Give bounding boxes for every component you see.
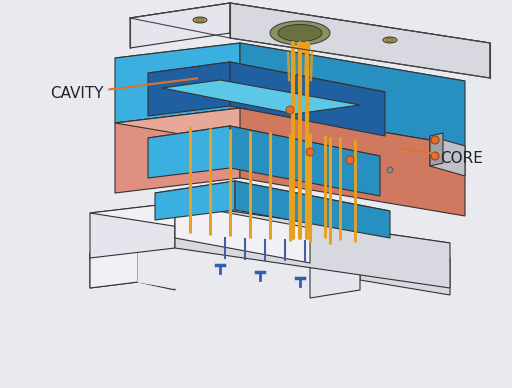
Polygon shape [90, 203, 450, 256]
Polygon shape [175, 203, 310, 263]
Polygon shape [130, 3, 490, 58]
Polygon shape [155, 181, 235, 220]
Text: CORE: CORE [403, 149, 483, 166]
Ellipse shape [193, 17, 207, 23]
Circle shape [306, 148, 314, 156]
Polygon shape [115, 108, 240, 193]
Polygon shape [235, 181, 390, 238]
Polygon shape [148, 126, 230, 178]
Polygon shape [230, 62, 385, 136]
Circle shape [286, 106, 294, 114]
Polygon shape [230, 3, 490, 78]
Polygon shape [230, 126, 380, 196]
Circle shape [431, 152, 439, 160]
Polygon shape [138, 246, 310, 310]
Polygon shape [148, 62, 385, 104]
Polygon shape [115, 43, 240, 123]
Polygon shape [162, 80, 360, 114]
Polygon shape [240, 108, 465, 216]
Polygon shape [148, 62, 230, 116]
Circle shape [387, 167, 393, 173]
Polygon shape [175, 203, 450, 288]
Polygon shape [130, 3, 230, 48]
Polygon shape [90, 203, 175, 258]
Polygon shape [430, 133, 443, 166]
Circle shape [346, 156, 354, 164]
Polygon shape [138, 246, 175, 290]
Polygon shape [115, 108, 465, 161]
Ellipse shape [386, 38, 394, 42]
Circle shape [431, 136, 439, 144]
Polygon shape [90, 246, 138, 288]
Ellipse shape [278, 24, 322, 42]
Ellipse shape [270, 21, 330, 45]
Polygon shape [430, 136, 465, 176]
Ellipse shape [196, 19, 204, 21]
Polygon shape [360, 245, 450, 295]
Polygon shape [115, 43, 465, 96]
Polygon shape [148, 126, 380, 168]
Polygon shape [240, 43, 465, 146]
Polygon shape [155, 181, 390, 223]
Ellipse shape [383, 37, 397, 43]
Polygon shape [90, 246, 138, 288]
Text: CAVITY: CAVITY [50, 78, 197, 101]
Polygon shape [310, 255, 360, 298]
